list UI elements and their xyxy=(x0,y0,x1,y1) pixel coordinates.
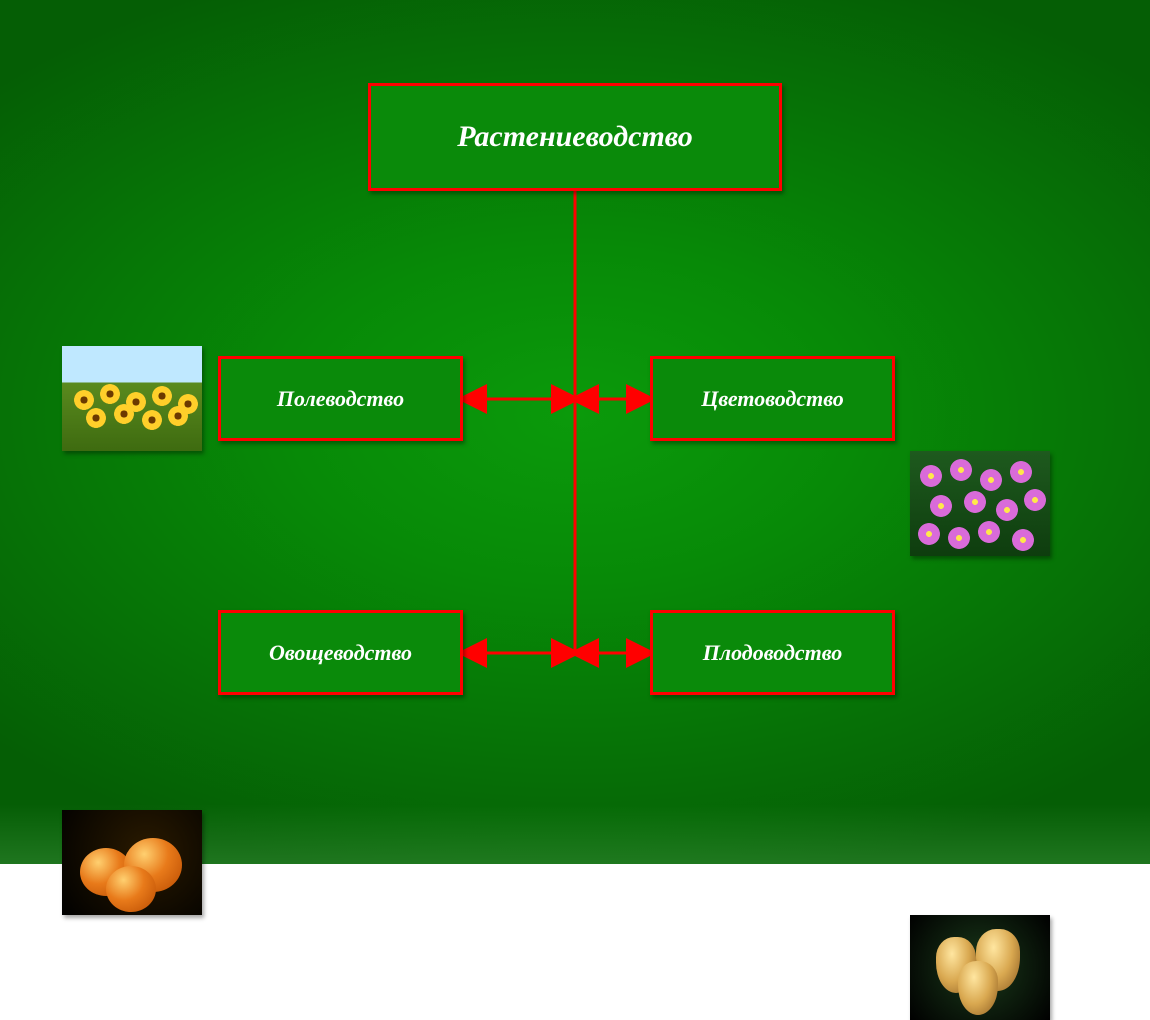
child-label: Полеводство xyxy=(277,386,404,412)
child-box-plodovodstvo: Плодоводство xyxy=(650,610,895,695)
child-box-ovoshevodstvo: Овощеводство xyxy=(218,610,463,695)
root-label: Растениеводство xyxy=(457,120,693,154)
thumbnail-sunflower-field xyxy=(62,346,202,451)
root-box: Растениеводство xyxy=(368,83,782,191)
thumbnail-pink-flowers xyxy=(910,451,1050,556)
child-box-polevodstvo: Полеводство xyxy=(218,356,463,441)
child-label: Цветоводство xyxy=(701,386,844,412)
thumbnail-pears xyxy=(910,915,1050,1020)
child-label: Плодоводство xyxy=(703,640,843,666)
child-box-tsvetovodstvo: Цветоводство xyxy=(650,356,895,441)
thumbnail-tomatoes xyxy=(62,810,202,915)
child-label: Овощеводство xyxy=(269,640,412,666)
